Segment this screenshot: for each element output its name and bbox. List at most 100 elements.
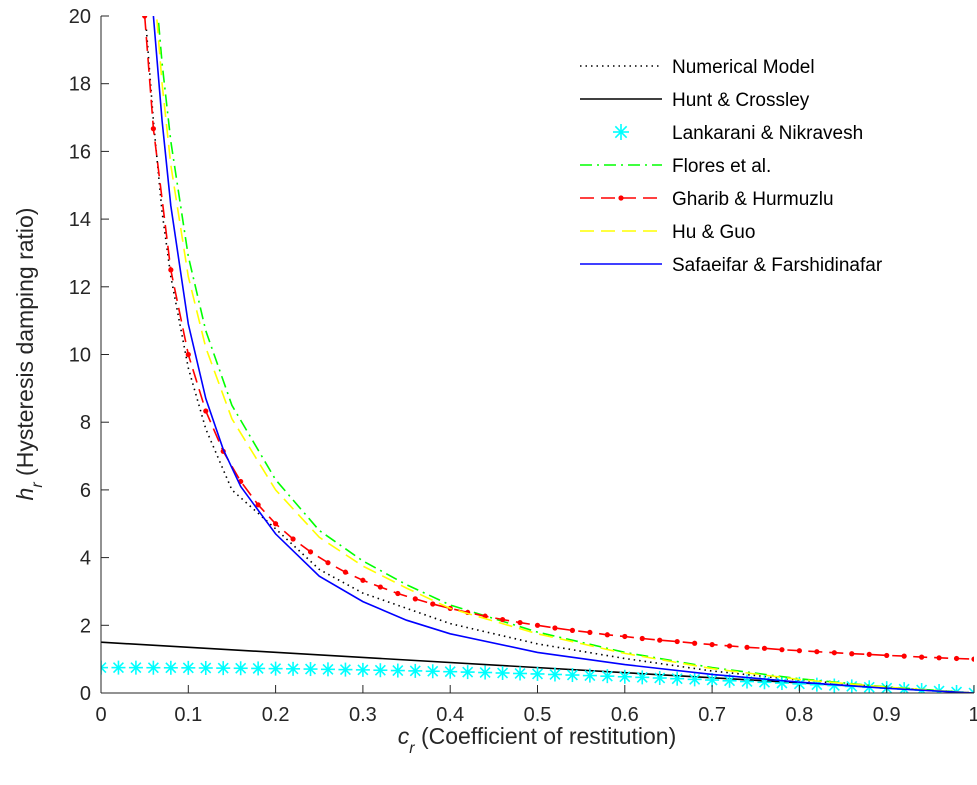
ticks: 0 0.1 0.2 0.3 0.4 0.5 0.6 0.7 0.8 0.9 102468101214… [69,6,977,726]
data-point-gharib-and-hurmuzlu [604,632,610,638]
data-point-gharib-and-hurmuzlu [377,584,383,590]
data-point-gharib-and-hurmuzlu [692,640,698,646]
legend-label: Gharib & Hurmuzlu [672,189,834,210]
data-point-gharib-and-hurmuzlu [726,643,733,649]
data-point-lankarani-and-nikravesh [146,660,161,675]
y-tick-label: 18 [69,74,91,96]
legend-item-hunt-and-crossley: Hunt & Crossley [580,90,810,111]
data-point-gharib-and-hurmuzlu [203,408,209,414]
data-point-gharib-and-hurmuzlu [168,267,174,273]
data-point-lankarani-and-nikravesh [425,664,440,679]
data-point-gharib-and-hurmuzlu [307,549,314,555]
data-point-gharib-and-hurmuzlu [552,625,558,631]
data-point-gharib-and-hurmuzlu [430,601,436,607]
data-point-gharib-and-hurmuzlu [142,16,148,19]
data-point-gharib-and-hurmuzlu [814,649,820,655]
data-point-lankarani-and-nikravesh [565,668,580,683]
y-tick-label: 4 [80,548,91,570]
data-point-lankarani-and-nikravesh [355,662,370,677]
data-point-lankarani-and-nikravesh [163,660,178,675]
data-point-gharib-and-hurmuzlu [255,502,261,508]
legend-item-hu-and-guo: Hu & Guo [580,222,755,243]
series-numerical-model [145,29,974,693]
data-point-gharib-and-hurmuzlu [901,653,907,659]
legend-label: Hunt & Crossley [672,90,810,111]
data-point-lankarani-and-nikravesh [582,668,597,683]
data-point-gharib-and-hurmuzlu [342,569,349,575]
x-tick-label: 0.9 [873,704,901,726]
legend-item-flores-et-al: Flores et al. [580,156,771,177]
data-point-gharib-and-hurmuzlu [866,651,872,658]
data-point-gharib-and-hurmuzlu [953,655,960,662]
data-point-lankarani-and-nikravesh [967,686,974,693]
x-tick-label: 0.4 [436,704,464,726]
y-axis-description: (Hysteresis damping ratio) [12,208,38,483]
data-point-lankarani-and-nikravesh [652,671,667,686]
data-point-gharib-and-hurmuzlu [971,656,974,662]
data-point-lankarani-and-nikravesh [373,663,388,678]
data-point-lankarani-and-nikravesh [303,662,318,677]
x-tick-label: 0.1 [174,704,202,726]
data-point-gharib-and-hurmuzlu [499,616,506,623]
x-tick-label: 0.6 [611,704,639,726]
series-safaeifar-and-farshidinafar [152,16,974,693]
legend-item-gharib-and-hurmuzlu: Gharib & Hurmuzlu [580,189,834,210]
data-point-gharib-and-hurmuzlu [761,645,768,651]
data-point-lankarani-and-nikravesh [530,666,545,681]
data-point-gharib-and-hurmuzlu [185,351,191,358]
data-point-lankarani-and-nikravesh [233,661,248,676]
x-axis-variable: c [398,723,410,749]
y-tick-label: 0 [80,683,91,705]
data-point-gharib-and-hurmuzlu [273,521,279,527]
series-line-safaeifar-and-farshidinafar [152,16,974,693]
data-point-lankarani-and-nikravesh [408,663,423,678]
x-axis-subscript: r [409,740,415,757]
data-point-gharib-and-hurmuzlu [709,641,715,648]
legend-item-lankarani-and-nikravesh: Lankarani & Nikravesh [613,123,863,144]
legend-label: Safaeifar & Farshidinafar [672,255,883,276]
data-point-lankarani-and-nikravesh [181,660,196,675]
y-tick-label: 16 [69,141,91,163]
data-point-lankarani-and-nikravesh [111,660,126,675]
data-point-gharib-and-hurmuzlu [150,126,156,132]
data-point-gharib-and-hurmuzlu [412,596,418,602]
legend: Numerical Model Hunt & Crossley Lankarani … [580,57,883,276]
data-point-gharib-and-hurmuzlu [325,560,331,566]
y-tick-label: 6 [80,480,91,502]
data-point-gharib-and-hurmuzlu [936,655,942,661]
data-point-gharib-and-hurmuzlu [744,644,750,650]
data-point-gharib-and-hurmuzlu [639,635,645,642]
data-point-gharib-and-hurmuzlu [587,629,593,636]
x-tick-label: 0.3 [349,704,377,726]
data-point-gharib-and-hurmuzlu [884,652,890,659]
data-point-lankarani-and-nikravesh [198,660,213,675]
y-tick-label: 20 [69,6,91,28]
data-point-lankarani-and-nikravesh [320,662,335,677]
data-point-lankarani-and-nikravesh [617,669,632,684]
data-point-lankarani-and-nikravesh [216,661,231,676]
data-point-lankarani-and-nikravesh [460,665,475,680]
data-point-lankarani-and-nikravesh [495,665,510,680]
y-tick-label: 14 [69,209,91,231]
series-line-hu-and-guo [156,19,974,693]
data-point-lankarani-and-nikravesh [705,673,720,688]
x-tick-label: 0.8 [785,704,813,726]
data-point-lankarani-and-nikravesh [513,666,528,681]
legend-marker [618,195,624,201]
data-point-gharib-and-hurmuzlu [395,590,401,597]
data-point-lankarani-and-nikravesh [268,661,283,676]
legend-item-numerical-model: Numerical Model [580,57,815,78]
data-point-gharib-and-hurmuzlu [657,637,663,643]
data-point-lankarani-and-nikravesh [443,664,458,679]
data-point-gharib-and-hurmuzlu [796,648,803,654]
x-axis-label: cr (Coefficient of restitution) [398,723,676,757]
series-layer [101,16,974,693]
data-point-lankarani-and-nikravesh [600,669,615,684]
legend-label: Numerical Model [672,57,815,78]
data-point-lankarani-and-nikravesh [390,663,405,678]
data-point-gharib-and-hurmuzlu [360,577,366,583]
data-point-lankarani-and-nikravesh [251,661,266,676]
data-point-lankarani-and-nikravesh [128,660,143,675]
y-tick-label: 10 [69,345,91,367]
